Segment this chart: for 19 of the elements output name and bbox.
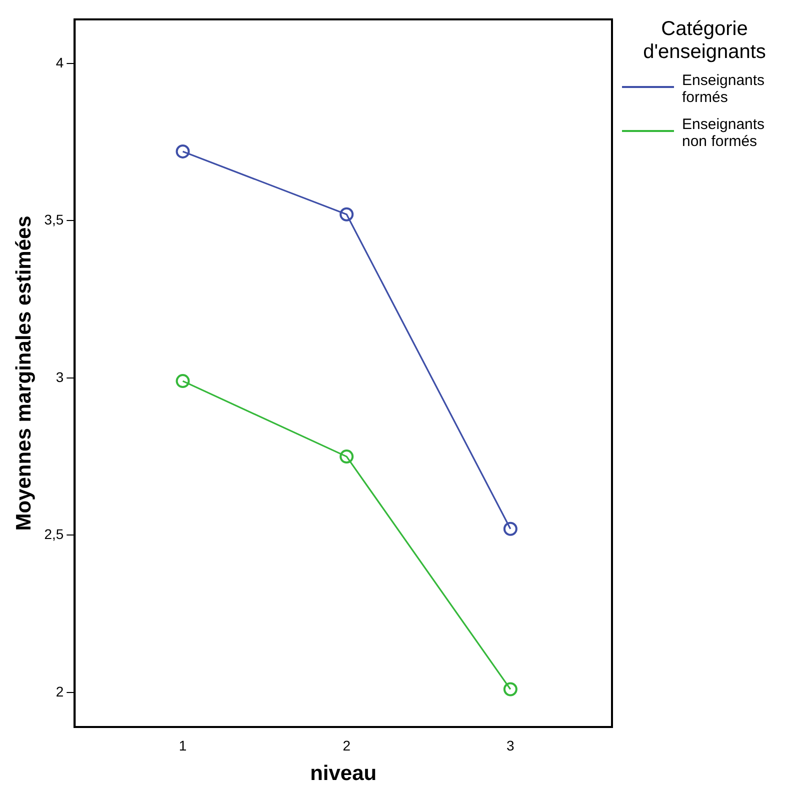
y-tick-label: 4 [56,54,64,70]
y-tick-label: 3,5 [44,212,64,228]
legend-label: Enseignants formés [682,72,766,106]
y-tick-label: 3 [56,368,64,385]
point [176,144,190,158]
point [340,450,354,464]
legend-title: Catégorie d'enseignants [642,18,767,64]
x-tick-label: 1 [178,737,187,754]
point [340,207,354,222]
x-axis-title: niveau [310,762,377,786]
y-tick-label: 2 [56,683,64,700]
point [503,522,518,536]
y-axis-title: Moyennes marginales estimées [12,216,36,531]
point [176,374,190,388]
x-tick-label: 3 [506,737,515,754]
legend-label: Enseignants non formés [682,116,766,150]
y-tick-label: 2,5 [44,526,64,542]
x-tick-label: 2 [342,737,351,754]
point [503,682,518,696]
